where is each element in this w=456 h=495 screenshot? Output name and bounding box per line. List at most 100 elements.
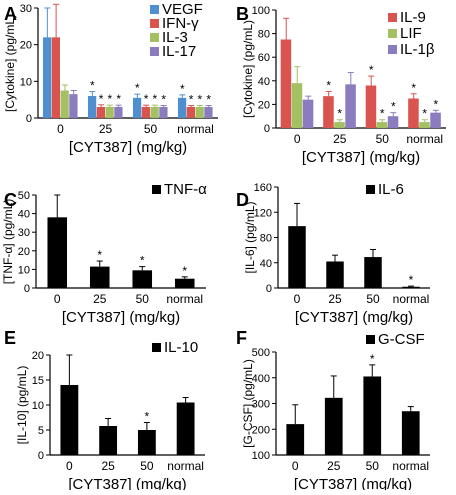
significance-star: * xyxy=(116,92,121,106)
significance-star: * xyxy=(97,248,102,262)
x-tick-label: 50 xyxy=(136,292,150,306)
significance-star: * xyxy=(144,92,149,106)
legend-label: IL-9 xyxy=(400,9,426,26)
panel-letter: D xyxy=(236,190,249,210)
legend-swatch xyxy=(150,19,159,28)
legend-label: IL-3 xyxy=(162,29,188,46)
x-tick-label: 25 xyxy=(93,292,107,306)
bar xyxy=(364,257,382,288)
bar xyxy=(195,107,204,118)
bar xyxy=(288,226,306,288)
legend-label: IL-17 xyxy=(162,43,196,60)
bar xyxy=(69,94,78,118)
legend-swatch xyxy=(388,45,397,54)
bar xyxy=(376,122,388,128)
legend-swatch xyxy=(150,33,159,42)
x-tick-label: 25 xyxy=(327,459,341,473)
bar xyxy=(89,266,110,288)
bar xyxy=(323,96,334,128)
bar xyxy=(286,424,305,455)
y-tick-label: 50 xyxy=(18,190,30,202)
significance-star: * xyxy=(433,97,438,111)
legend-label: IL-10 xyxy=(164,339,198,356)
bar xyxy=(114,107,123,118)
legend-label: IL-1β xyxy=(400,41,435,58)
bar xyxy=(132,97,142,118)
x-tick-label: 25 xyxy=(333,132,347,146)
bar xyxy=(291,83,303,128)
y-tick-label: 40 xyxy=(18,209,30,221)
y-tick-label: 160 xyxy=(254,182,272,194)
x-axis-label: [CYT387] (mg/kg) xyxy=(68,476,186,490)
y-tick-label: 5 xyxy=(38,425,44,437)
x-tick-label: 50 xyxy=(140,459,154,473)
y-tick-label: 40 xyxy=(260,258,272,270)
bar xyxy=(159,107,168,118)
legend-swatch xyxy=(388,29,397,38)
significance-star: * xyxy=(182,264,187,278)
y-axis-label: [G-CSF] (pg/mL) xyxy=(241,359,255,448)
panel-letter: A xyxy=(4,4,17,24)
legend-swatch xyxy=(366,335,375,344)
x-tick-label: 0 xyxy=(294,292,301,306)
significance-star: * xyxy=(189,93,194,107)
legend-label: IL-6 xyxy=(378,181,404,198)
y-tick-label: 120 xyxy=(254,207,272,219)
legend-label: IFN-γ xyxy=(162,15,199,32)
significance-star: * xyxy=(206,93,211,107)
y-tick-label: 80 xyxy=(258,29,270,41)
significance-star: * xyxy=(99,92,104,106)
x-tick-label: 25 xyxy=(99,122,113,136)
bar xyxy=(60,385,79,455)
y-tick-label: 20 xyxy=(20,40,32,52)
significance-star: * xyxy=(422,107,427,121)
significance-star: * xyxy=(140,254,145,268)
legend-swatch xyxy=(388,13,397,22)
bar xyxy=(42,37,52,119)
bar xyxy=(150,107,159,118)
panel-letter: F xyxy=(236,328,247,348)
significance-star: * xyxy=(135,81,140,95)
y-tick-label: 30 xyxy=(18,227,30,239)
significance-star: * xyxy=(380,107,385,121)
bar xyxy=(60,90,69,118)
y-tick-label: 60 xyxy=(258,52,270,64)
y-tick-label: 10 xyxy=(20,76,32,88)
bar xyxy=(204,107,213,118)
y-tick-label: 20 xyxy=(258,99,270,111)
y-tick-label: 0 xyxy=(264,123,270,135)
y-tick-label: 100 xyxy=(252,5,270,17)
chart-panel-f: F 100 200 300 400 500 0 25 * 50 normal [CYT387] (mg… xyxy=(236,328,430,493)
legend-swatch xyxy=(152,343,161,352)
y-tick-label: 40 xyxy=(258,76,270,88)
x-axis-label: [CYT387] (mg/kg) xyxy=(62,309,180,326)
y-tick-label: 200 xyxy=(252,424,270,436)
y-axis-label: [Cytokine] (pg/mL) xyxy=(241,20,255,118)
panel-letter: C xyxy=(4,190,17,210)
bar xyxy=(401,411,420,455)
bar xyxy=(408,98,419,128)
x-tick-label: 50 xyxy=(376,132,390,146)
x-tick-label: normal xyxy=(406,132,443,146)
x-tick-label: normal xyxy=(177,122,214,136)
y-tick-label: 0 xyxy=(24,283,30,295)
x-axis-label: [CYT387] (mg/kg) xyxy=(69,139,187,156)
bar xyxy=(302,99,314,128)
x-tick-label: normal xyxy=(166,292,203,306)
y-axis-label: [IL-6] (pg/mL) xyxy=(243,201,257,273)
bar xyxy=(51,37,60,119)
significance-star: * xyxy=(145,410,150,424)
legend-swatch xyxy=(150,5,159,14)
significance-star: * xyxy=(161,93,166,107)
x-tick-label: 25 xyxy=(101,459,115,473)
panel-letter: B xyxy=(236,4,249,24)
panel-letter: E xyxy=(4,328,16,348)
legend-swatch xyxy=(150,47,159,56)
bar xyxy=(334,122,345,128)
x-axis-label: [CYT387] (mg/kg) xyxy=(295,309,413,326)
x-tick-label: normal xyxy=(392,459,429,473)
bar xyxy=(402,286,420,288)
bar xyxy=(47,217,68,288)
